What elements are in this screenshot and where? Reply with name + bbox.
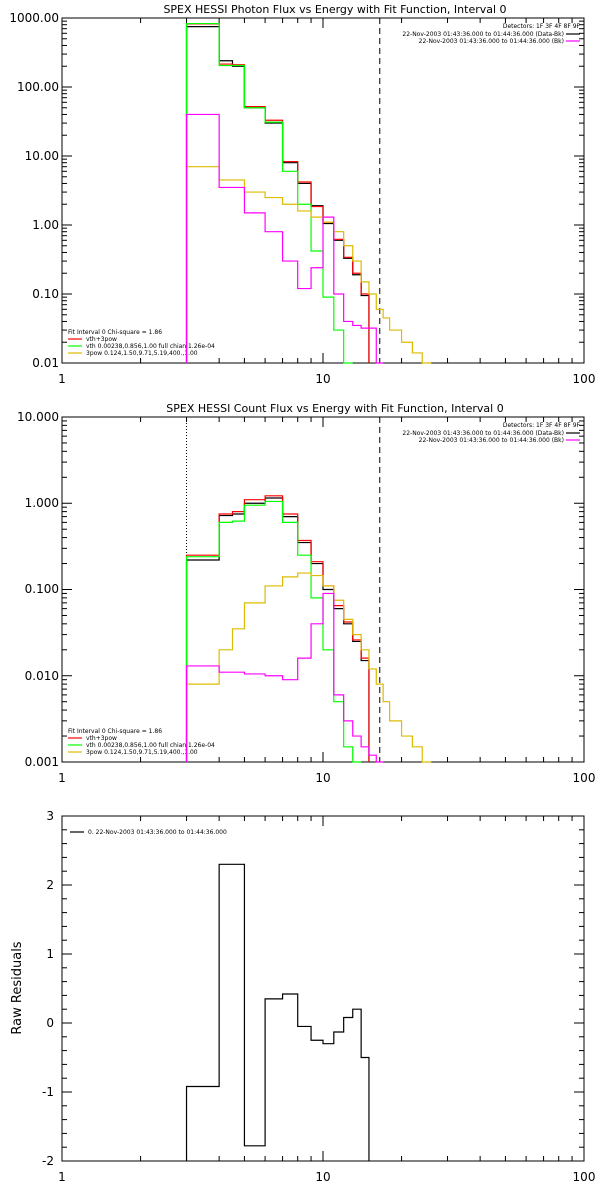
fit-total-label: vth+3pow xyxy=(86,336,117,343)
panel-photon-flux-yticks: 0.01 0.10 1.00 10.00 100.00 1000.00 xyxy=(9,11,59,370)
detectors-label: Detectors: 1F 3F 4F 8F 9F xyxy=(503,422,581,429)
y-tick-label: 1.00 xyxy=(32,218,59,232)
x-tick-label: 1 xyxy=(58,1170,66,1184)
x-tick-label: 1 xyxy=(58,372,66,386)
panel-count-flux-xticks: 1 10 100 xyxy=(58,771,595,785)
panel-residuals-yticks: -2 -1 0 1 2 3 xyxy=(42,809,54,1168)
detectors-label: Detectors: 1F 3F 4F 8F 9F xyxy=(503,23,581,30)
legend-bk-label: 22-Nov-2003 01:43:36.000 to 01:44:36.000… xyxy=(419,38,564,45)
series-bk-line xyxy=(185,592,384,763)
residuals-ylabel: Raw Residuals xyxy=(10,941,25,1034)
panel-count-flux-title: SPEX HESSI Count Flux vs Energy with Fit… xyxy=(166,402,503,415)
y-tick-label: 0 xyxy=(46,1016,54,1030)
x-tick-label: 1 xyxy=(58,771,66,785)
y-tick-label: -1 xyxy=(42,1085,54,1099)
fit-total-label: vth+3pow xyxy=(86,735,117,742)
series-3pow-line xyxy=(185,572,432,763)
x-tick-label: 100 xyxy=(573,372,596,386)
y-tick-label: 100.00 xyxy=(17,80,59,94)
fit-vth-label: vth 0.00238,0.856,1.00 full chian 1.26e-… xyxy=(86,742,215,749)
series-vth-line xyxy=(185,500,362,763)
y-tick-label: 10.000 xyxy=(17,410,59,424)
x-tick-label: 10 xyxy=(315,771,330,785)
series-0-22-nov-2003-01-43-36-000-to--line xyxy=(185,863,370,1161)
fit-3pow-label: 3pow 0.124,1.50,9.71,5.19,400.,1.00 xyxy=(86,350,198,357)
panel-photon-flux-xticks: 1 10 100 xyxy=(58,372,595,386)
y-tick-label: 10.00 xyxy=(25,149,59,163)
panel-residuals-xticks: 1 10 100 xyxy=(58,1170,595,1184)
legend-data-bk-label: 22-Nov-2003 01:43:36.000 to 01:44:36.000… xyxy=(402,430,564,437)
fit-header: Fit Interval 0 Chi-square = 1.86 xyxy=(68,329,162,336)
y-tick-label: 3 xyxy=(46,809,54,823)
panel-photon-flux-title: SPEX HESSI Photon Flux vs Energy with Fi… xyxy=(163,3,506,16)
y-tick-label: 1000.00 xyxy=(9,11,59,25)
y-tick-label: 0.010 xyxy=(25,669,59,683)
x-tick-label: 100 xyxy=(573,1170,596,1184)
y-tick-label: 0.01 xyxy=(32,356,59,370)
legend-data-bk-label: 22-Nov-2003 01:43:36.000 to 01:44:36.000… xyxy=(402,31,564,38)
series-vth-line xyxy=(185,22,353,364)
panel-photon-flux-top-legend: Detectors: 1F 3F 4F 8F 9F 22-Nov-2003 01… xyxy=(402,23,580,45)
panel-residuals-legend: 0. 22-Nov-2003 01:43:36.000 to 01:44:36.… xyxy=(70,829,227,836)
y-tick-label: -2 xyxy=(42,1154,54,1168)
panel-photon-flux: SPEX HESSI Photon Flux vs Energy with Fi… xyxy=(9,3,595,386)
y-tick-label: 0.100 xyxy=(25,582,59,596)
series-bk-line xyxy=(185,113,384,364)
x-tick-label: 100 xyxy=(573,771,596,785)
y-tick-label: 1 xyxy=(46,947,54,961)
y-tick-label: 1.000 xyxy=(25,496,59,510)
fit-3pow-label: 3pow 0.124,1.50,9.71,5.19,400.,1.00 xyxy=(86,749,198,756)
y-tick-label: 0.001 xyxy=(25,755,59,769)
y-tick-label: 2 xyxy=(46,878,54,892)
panel-count-flux-yticks: 0.001 0.010 0.100 1.000 10.000 xyxy=(17,410,59,769)
x-tick-label: 10 xyxy=(315,1170,330,1184)
x-tick-label: 10 xyxy=(315,372,330,386)
fit-vth-label: vth 0.00238,0.856,1.00 full chian 1.26e-… xyxy=(86,343,215,350)
fit-header: Fit Interval 0 Chi-square = 1.86 xyxy=(68,728,162,735)
residuals-legend-label: 0. 22-Nov-2003 01:43:36.000 to 01:44:36.… xyxy=(88,829,227,836)
panel-photon-flux-fit-legend: Fit Interval 0 Chi-square = 1.86 vth+3po… xyxy=(68,329,215,357)
panel-count-flux-top-legend: Detectors: 1F 3F 4F 8F 9F 22-Nov-2003 01… xyxy=(402,422,580,444)
panel-count-flux-fit-legend: Fit Interval 0 Chi-square = 1.86 vth+3po… xyxy=(68,728,215,756)
y-tick-label: 0.10 xyxy=(32,287,59,301)
legend-bk-label: 22-Nov-2003 01:43:36.000 to 01:44:36.000… xyxy=(419,437,564,444)
chart-marks xyxy=(61,17,585,1162)
